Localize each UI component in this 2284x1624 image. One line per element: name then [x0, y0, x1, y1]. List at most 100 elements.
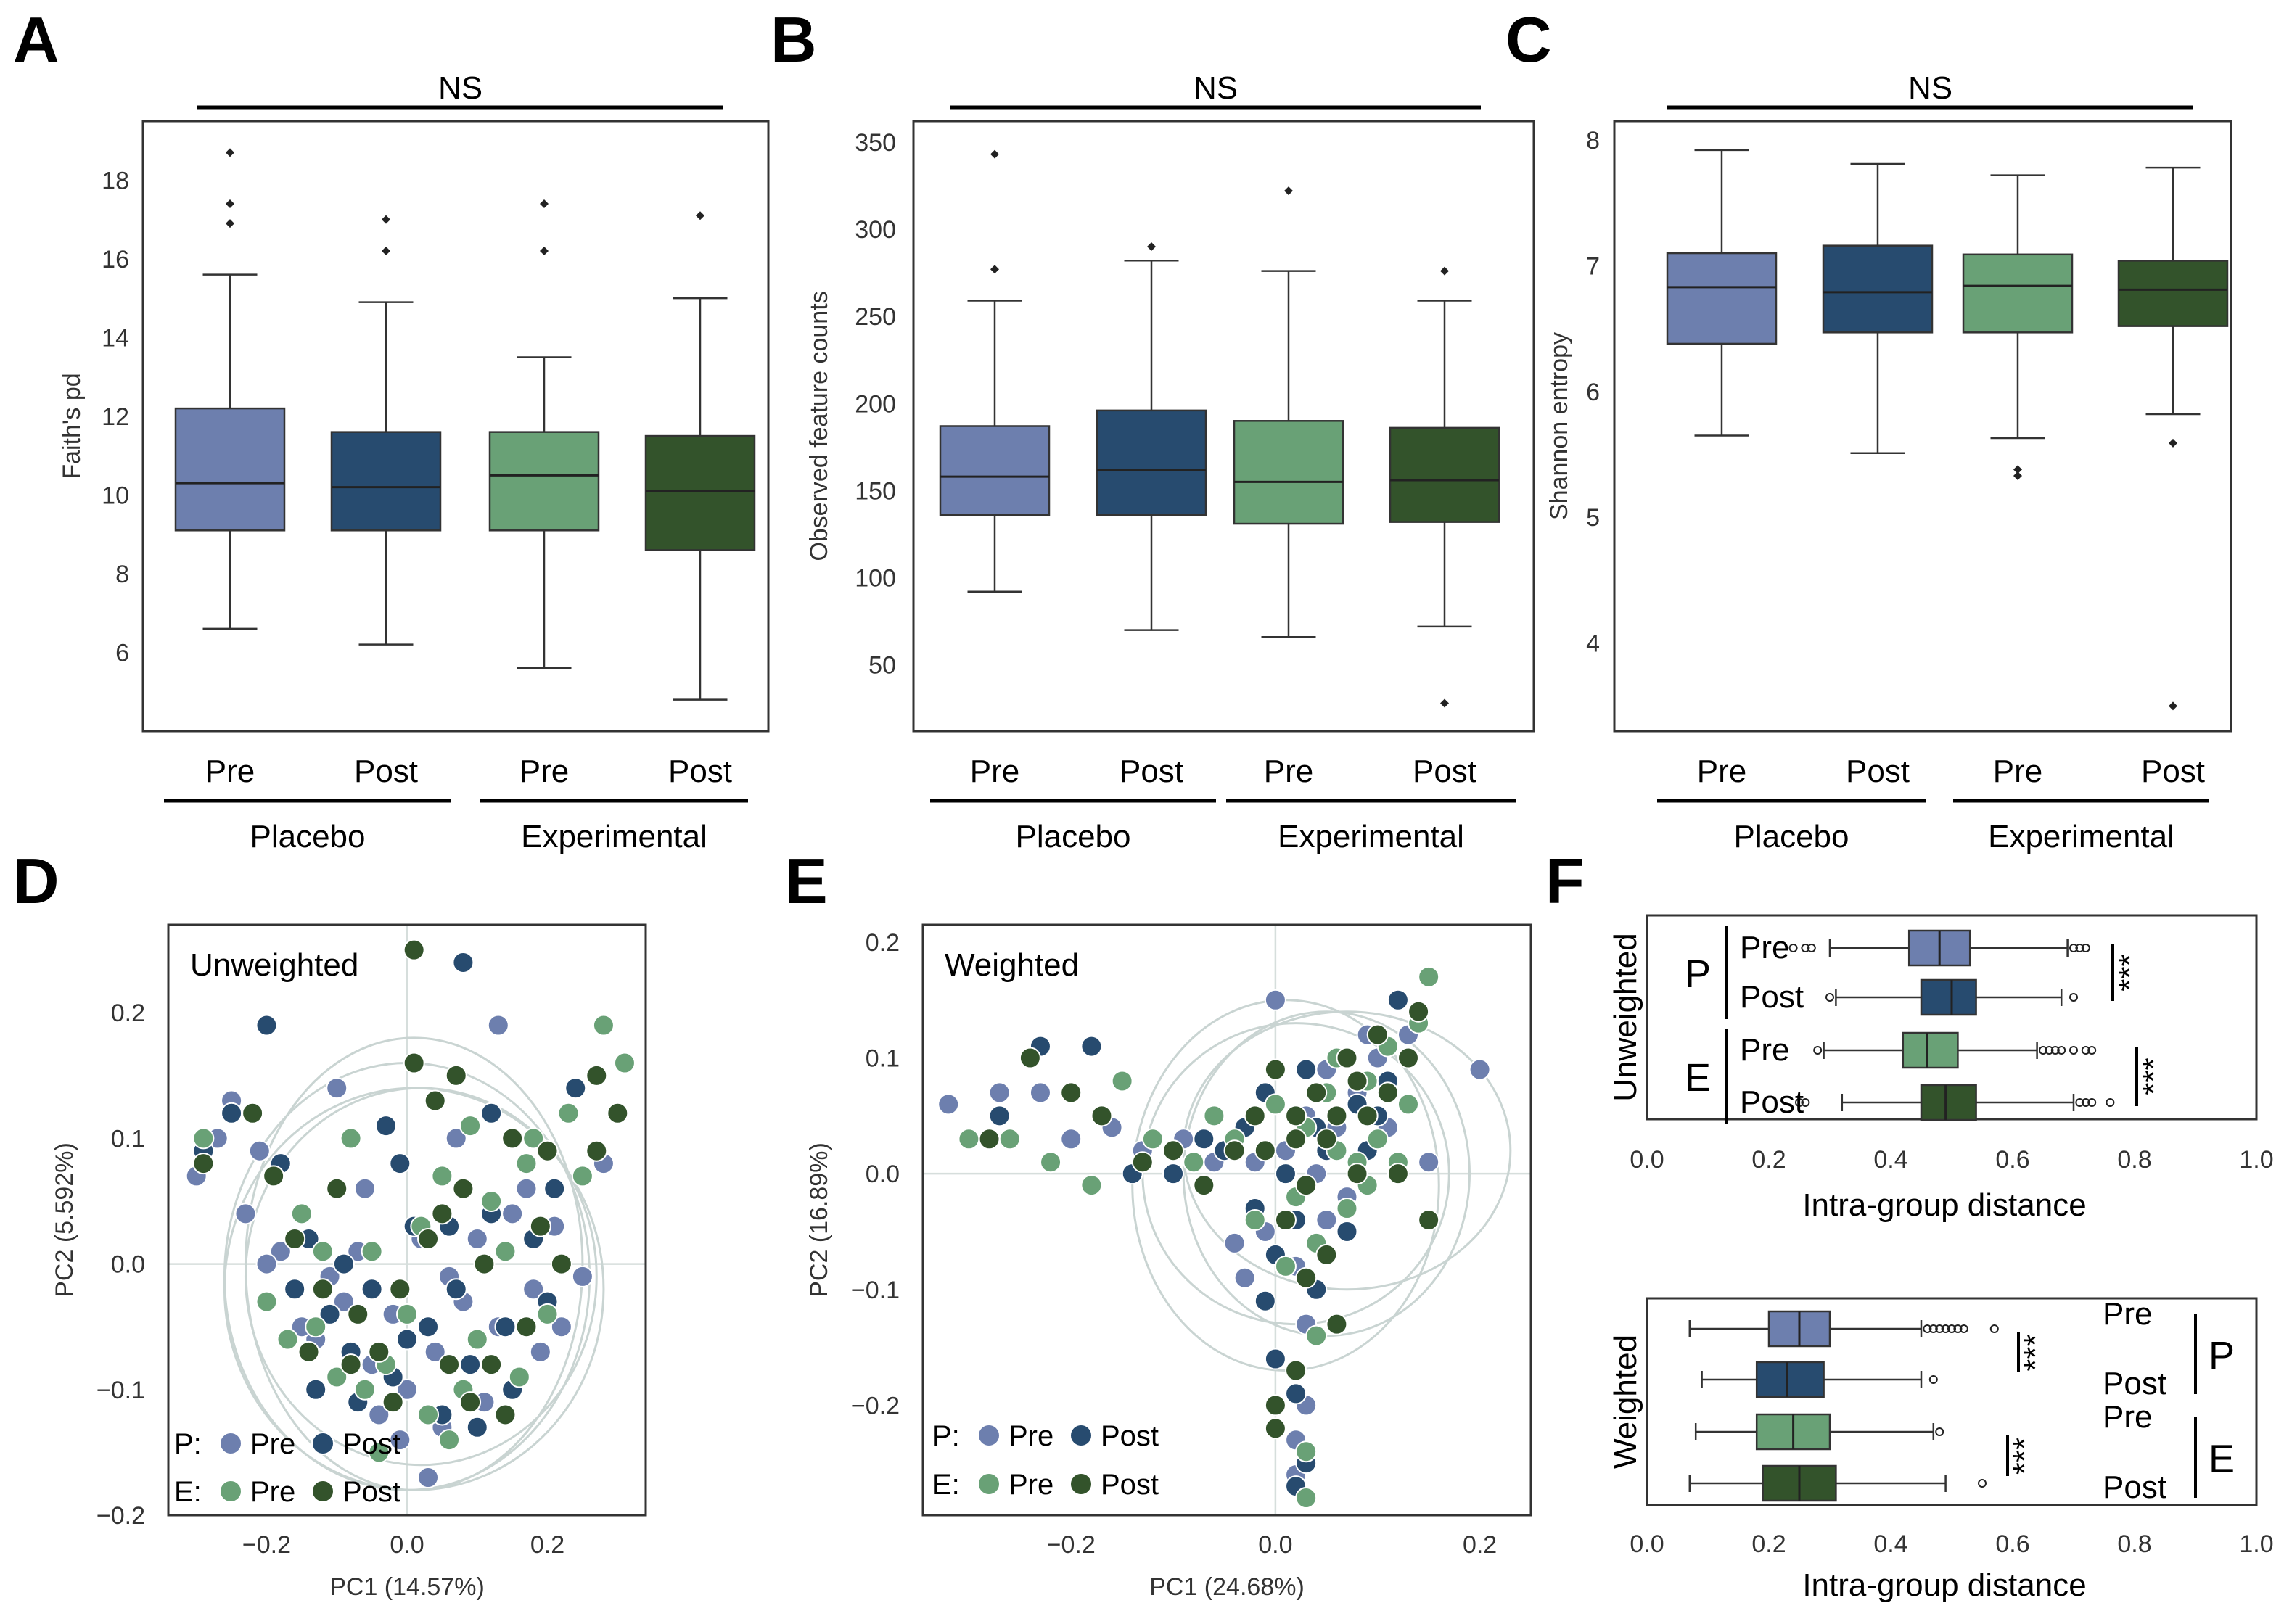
- legend-marker: [311, 1480, 334, 1503]
- data-point: [389, 1278, 411, 1301]
- data-point: [480, 1353, 503, 1376]
- data-point: [340, 1127, 362, 1150]
- x-axis-label: PC1 (24.68%): [1149, 1573, 1305, 1601]
- plot-frame: [141, 120, 770, 733]
- box: [644, 434, 756, 551]
- data-point: [445, 1127, 467, 1150]
- data-point: [255, 1014, 278, 1036]
- x-tick-label: 1.0: [2239, 1530, 2273, 1558]
- data-point: [480, 1102, 503, 1124]
- box: [1962, 253, 2074, 334]
- y-tick-label: 8: [115, 561, 129, 588]
- data-point: [459, 1391, 482, 1414]
- outlier-point: [2169, 701, 2177, 711]
- data-point: [452, 1177, 475, 1200]
- data-point: [494, 1316, 517, 1338]
- x-tick-label: 0.4: [1873, 1530, 1907, 1558]
- box: [1920, 1084, 1977, 1121]
- y-tick-label: 6: [1586, 379, 1600, 406]
- legend-label-e: E:: [932, 1469, 960, 1501]
- data-point: [297, 1340, 320, 1363]
- legend-label-pre: Pre: [250, 1476, 295, 1508]
- outlier-point: [1959, 1324, 1968, 1333]
- data-point: [417, 1404, 440, 1426]
- legend-label-p: P:: [174, 1428, 202, 1460]
- data-point: [255, 1290, 278, 1313]
- confidence-ellipse: [244, 1036, 584, 1491]
- data-point: [263, 1165, 285, 1187]
- y-tick-label: 250: [855, 303, 896, 331]
- category-label: Post: [2103, 1470, 2166, 1505]
- data-point: [374, 1115, 397, 1137]
- data-point: [452, 951, 475, 973]
- data-point: [242, 1102, 264, 1124]
- data-point: [1060, 1128, 1083, 1150]
- y-tick-label: 0.1: [866, 1045, 900, 1073]
- legend-label-pre: Pre: [1009, 1420, 1053, 1452]
- data-point: [459, 1115, 482, 1137]
- outlier-point: [2081, 1046, 2090, 1055]
- x-tick-label: 1.0: [2239, 1146, 2273, 1174]
- outlier-point: [1941, 1324, 1950, 1333]
- outlier-point: [2075, 944, 2084, 952]
- data-point: [368, 1340, 390, 1363]
- data-point: [305, 1316, 327, 1338]
- outlier-point: [540, 247, 549, 256]
- data-point: [353, 1378, 376, 1401]
- data-point: [1254, 1139, 1276, 1162]
- data-point: [234, 1203, 257, 1225]
- data-point: [192, 1153, 215, 1175]
- data-point: [1274, 1209, 1297, 1231]
- data-point: [305, 1378, 327, 1401]
- outlier-point: [696, 211, 704, 220]
- data-point: [466, 1328, 488, 1351]
- data-point: [284, 1278, 306, 1301]
- data-point: [269, 1240, 292, 1263]
- data-point: [543, 1177, 566, 1200]
- plot-title: Unweighted: [190, 947, 358, 983]
- y-axis-label: PC2 (5.592%): [51, 1142, 78, 1298]
- data-point: [1285, 1105, 1307, 1127]
- significance-label: ***: [2112, 954, 2148, 991]
- outlier-point: [540, 199, 549, 208]
- category-label: Post: [668, 754, 732, 789]
- data-point: [1183, 1151, 1205, 1174]
- data-point: [424, 1089, 446, 1112]
- legend-label-post: Post: [1101, 1469, 1159, 1501]
- data-point: [1274, 1255, 1297, 1277]
- data-point: [417, 1467, 440, 1489]
- data-point: [431, 1165, 453, 1187]
- data-point: [1264, 1394, 1286, 1417]
- data-point: [403, 1052, 425, 1074]
- data-point: [276, 1328, 299, 1351]
- data-point: [1397, 1047, 1419, 1069]
- legend-label-e: E:: [174, 1476, 202, 1508]
- x-axis-label: PC1 (14.57%): [329, 1573, 485, 1601]
- data-point: [431, 1203, 453, 1225]
- outlier-point: [2039, 1046, 2047, 1055]
- data-point: [536, 1139, 559, 1162]
- data-point: [290, 1203, 313, 1225]
- category-label: Post: [1413, 754, 1476, 789]
- data-point: [396, 1303, 418, 1325]
- y-tick-label: 0.0: [111, 1251, 145, 1279]
- data-point: [1397, 1093, 1419, 1116]
- plot-frame: [912, 120, 1535, 733]
- data-point: [1193, 1174, 1215, 1197]
- outlier-point: [2050, 1046, 2060, 1055]
- data-point: [1295, 1174, 1318, 1197]
- data-point: [347, 1303, 369, 1325]
- group-label: P: [1685, 952, 1711, 996]
- data-point: [480, 1190, 503, 1213]
- data-point: [255, 1253, 278, 1275]
- box: [1902, 1031, 1959, 1069]
- outlier-point: [1284, 186, 1293, 196]
- data-point: [284, 1227, 306, 1250]
- data-point: [1366, 1023, 1389, 1046]
- outlier-point: [990, 265, 999, 274]
- data-point: [958, 1128, 980, 1150]
- group-label: Experimental: [521, 819, 707, 854]
- data-point: [494, 1404, 517, 1426]
- outlier-point: [2169, 438, 2177, 448]
- legend-label-post: Post: [342, 1476, 400, 1508]
